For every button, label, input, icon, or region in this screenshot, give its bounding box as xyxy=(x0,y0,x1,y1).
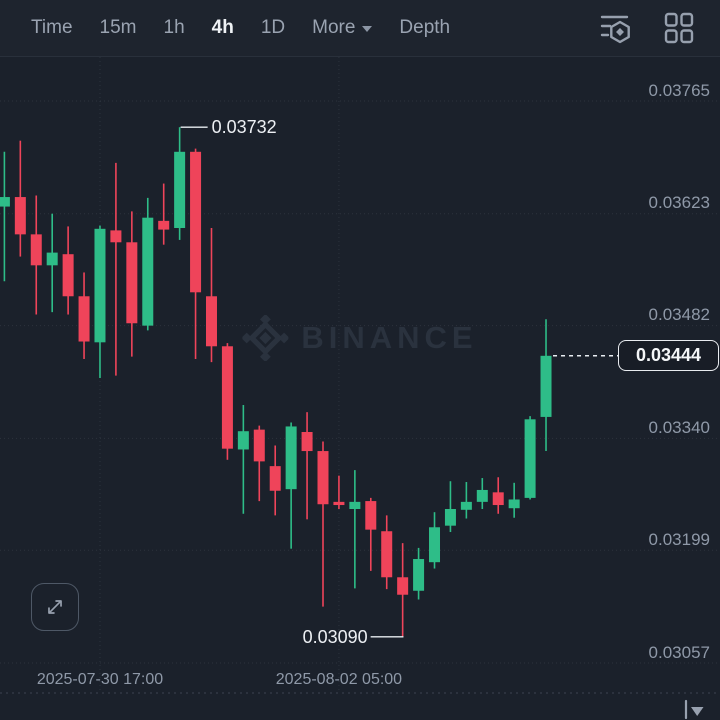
tab-more[interactable]: More xyxy=(312,17,373,39)
price-axis-label: 0.03057 xyxy=(648,642,710,662)
expand-icon xyxy=(48,600,62,614)
tab-more-label: More xyxy=(312,17,356,38)
time-axis-label: 2025-08-02 05:00 xyxy=(275,671,403,688)
tab-1d[interactable]: 1D xyxy=(261,17,285,39)
scroll-latest-icon[interactable] xyxy=(681,699,707,720)
fullscreen-button[interactable] xyxy=(31,583,79,631)
time-axis-label: 2025-07-30 17:00 xyxy=(36,671,164,688)
tab-15m[interactable]: 15m xyxy=(100,17,137,39)
last-price-tag: 0.03444 xyxy=(618,340,719,372)
layout-grid-icon[interactable] xyxy=(664,12,694,44)
tab-4h-label: 4h xyxy=(211,17,234,38)
price-axis-label: 0.03765 xyxy=(648,80,710,100)
price-axis-label: 0.03623 xyxy=(648,193,710,213)
tab-4h[interactable]: 4h xyxy=(212,17,234,39)
chevron-down-icon xyxy=(362,26,373,32)
high-price-marker: 0.03732 xyxy=(211,117,277,138)
tab-depth-label: Depth xyxy=(399,17,451,38)
tab-1d-label: 1D xyxy=(260,17,286,38)
indicators-icon[interactable] xyxy=(600,11,634,45)
price-axis-label: 0.03482 xyxy=(648,305,710,325)
toolbar-icons xyxy=(600,11,694,45)
low-price-marker: 0.03090 xyxy=(302,626,368,647)
price-axis-label: 0.03199 xyxy=(648,529,710,549)
price-axis-label: 0.03340 xyxy=(648,417,710,437)
tab-1h-label: 1h xyxy=(163,17,185,38)
tab-time-label: Time xyxy=(31,17,73,38)
tab-depth[interactable]: Depth xyxy=(399,17,450,39)
tab-time[interactable]: Time xyxy=(31,17,73,39)
tab-15m-label: 15m xyxy=(99,17,137,38)
tab-1h[interactable]: 1h xyxy=(164,17,185,39)
chart-toolbar: Time 15m 1h 4h 1D More Depth xyxy=(0,0,720,57)
